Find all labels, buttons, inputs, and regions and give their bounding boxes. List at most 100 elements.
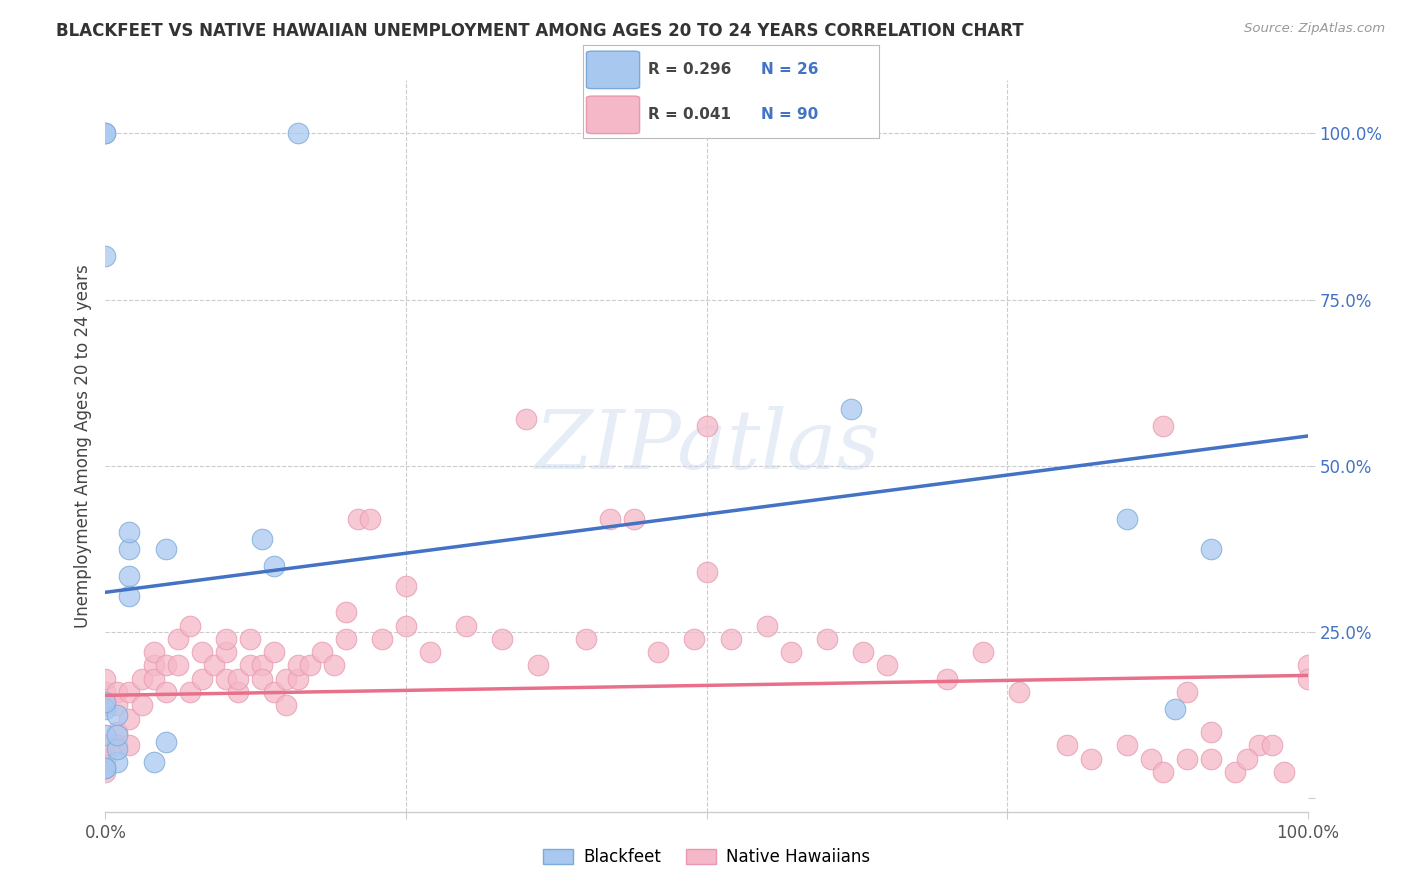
Point [1175, 685, 1198, 699]
Point [1272, 764, 1295, 779]
Point [1116, 512, 1139, 526]
Text: ZIPatlas: ZIPatlas [534, 406, 879, 486]
Point [371, 632, 394, 646]
Point [1201, 725, 1223, 739]
Point [1175, 751, 1198, 765]
Point [94, 701, 117, 715]
Point [94, 751, 117, 765]
Point [250, 672, 273, 686]
Point [1201, 751, 1223, 765]
Point [94, 127, 117, 141]
FancyBboxPatch shape [586, 96, 640, 134]
Legend: Blackfeet, Native Hawaiians: Blackfeet, Native Hawaiians [536, 841, 877, 873]
Text: R = 0.296: R = 0.296 [648, 62, 731, 77]
Point [107, 698, 129, 713]
Point [1296, 658, 1319, 673]
Point [1236, 751, 1258, 765]
Point [335, 632, 357, 646]
Point [491, 632, 513, 646]
Point [118, 685, 141, 699]
Point [972, 645, 994, 659]
Point [142, 658, 165, 673]
Point [274, 672, 297, 686]
Point [118, 712, 141, 726]
Point [1249, 738, 1271, 752]
Point [214, 645, 236, 659]
Point [107, 685, 129, 699]
Point [239, 658, 262, 673]
Point [107, 728, 129, 742]
Point [179, 618, 201, 632]
Point [118, 542, 141, 557]
Point [274, 698, 297, 713]
FancyBboxPatch shape [586, 51, 640, 88]
Point [94, 738, 117, 752]
Point [1260, 738, 1282, 752]
Point [575, 632, 598, 646]
Point [118, 738, 141, 752]
Point [118, 589, 141, 603]
Point [214, 672, 236, 686]
Text: Source: ZipAtlas.com: Source: ZipAtlas.com [1244, 22, 1385, 36]
Point [250, 658, 273, 673]
Point [720, 632, 742, 646]
Point [1164, 701, 1187, 715]
Point [142, 755, 165, 769]
Point [94, 762, 117, 776]
Point [166, 632, 188, 646]
Point [190, 645, 212, 659]
Point [683, 632, 706, 646]
Point [94, 764, 117, 779]
Point [107, 755, 129, 769]
Point [359, 512, 381, 526]
Point [94, 685, 117, 699]
Point [755, 618, 778, 632]
Point [142, 645, 165, 659]
Point [395, 618, 418, 632]
Point [287, 127, 309, 141]
Point [696, 419, 718, 434]
Point [527, 658, 550, 673]
Point [94, 698, 117, 713]
Point [179, 685, 201, 699]
Point [779, 645, 801, 659]
Point [107, 725, 129, 739]
Point [214, 632, 236, 646]
Point [454, 618, 477, 632]
Point [1225, 764, 1247, 779]
Point [936, 672, 959, 686]
Point [298, 658, 321, 673]
Point [166, 658, 188, 673]
Point [94, 250, 117, 264]
Point [94, 695, 117, 709]
Point [118, 525, 141, 540]
Point [1008, 685, 1031, 699]
Point [515, 412, 537, 426]
Point [1296, 672, 1319, 686]
Point [202, 658, 225, 673]
Point [250, 532, 273, 546]
Point [1152, 419, 1174, 434]
Point [131, 698, 153, 713]
Point [1201, 542, 1223, 557]
Point [94, 728, 117, 742]
Text: N = 90: N = 90 [761, 107, 818, 122]
Point [347, 512, 370, 526]
Point [419, 645, 441, 659]
Point [107, 738, 129, 752]
Point [876, 658, 898, 673]
Point [226, 685, 249, 699]
Point [1140, 751, 1163, 765]
Text: N = 26: N = 26 [761, 62, 818, 77]
Point [815, 632, 838, 646]
Point [322, 658, 344, 673]
Point [395, 579, 418, 593]
Point [239, 632, 262, 646]
Point [94, 672, 117, 686]
Point [1080, 751, 1102, 765]
Text: BLACKFEET VS NATIVE HAWAIIAN UNEMPLOYMENT AMONG AGES 20 TO 24 YEARS CORRELATION : BLACKFEET VS NATIVE HAWAIIAN UNEMPLOYMEN… [56, 22, 1024, 40]
Point [118, 568, 141, 582]
Point [263, 685, 285, 699]
Point [190, 672, 212, 686]
Point [155, 685, 177, 699]
